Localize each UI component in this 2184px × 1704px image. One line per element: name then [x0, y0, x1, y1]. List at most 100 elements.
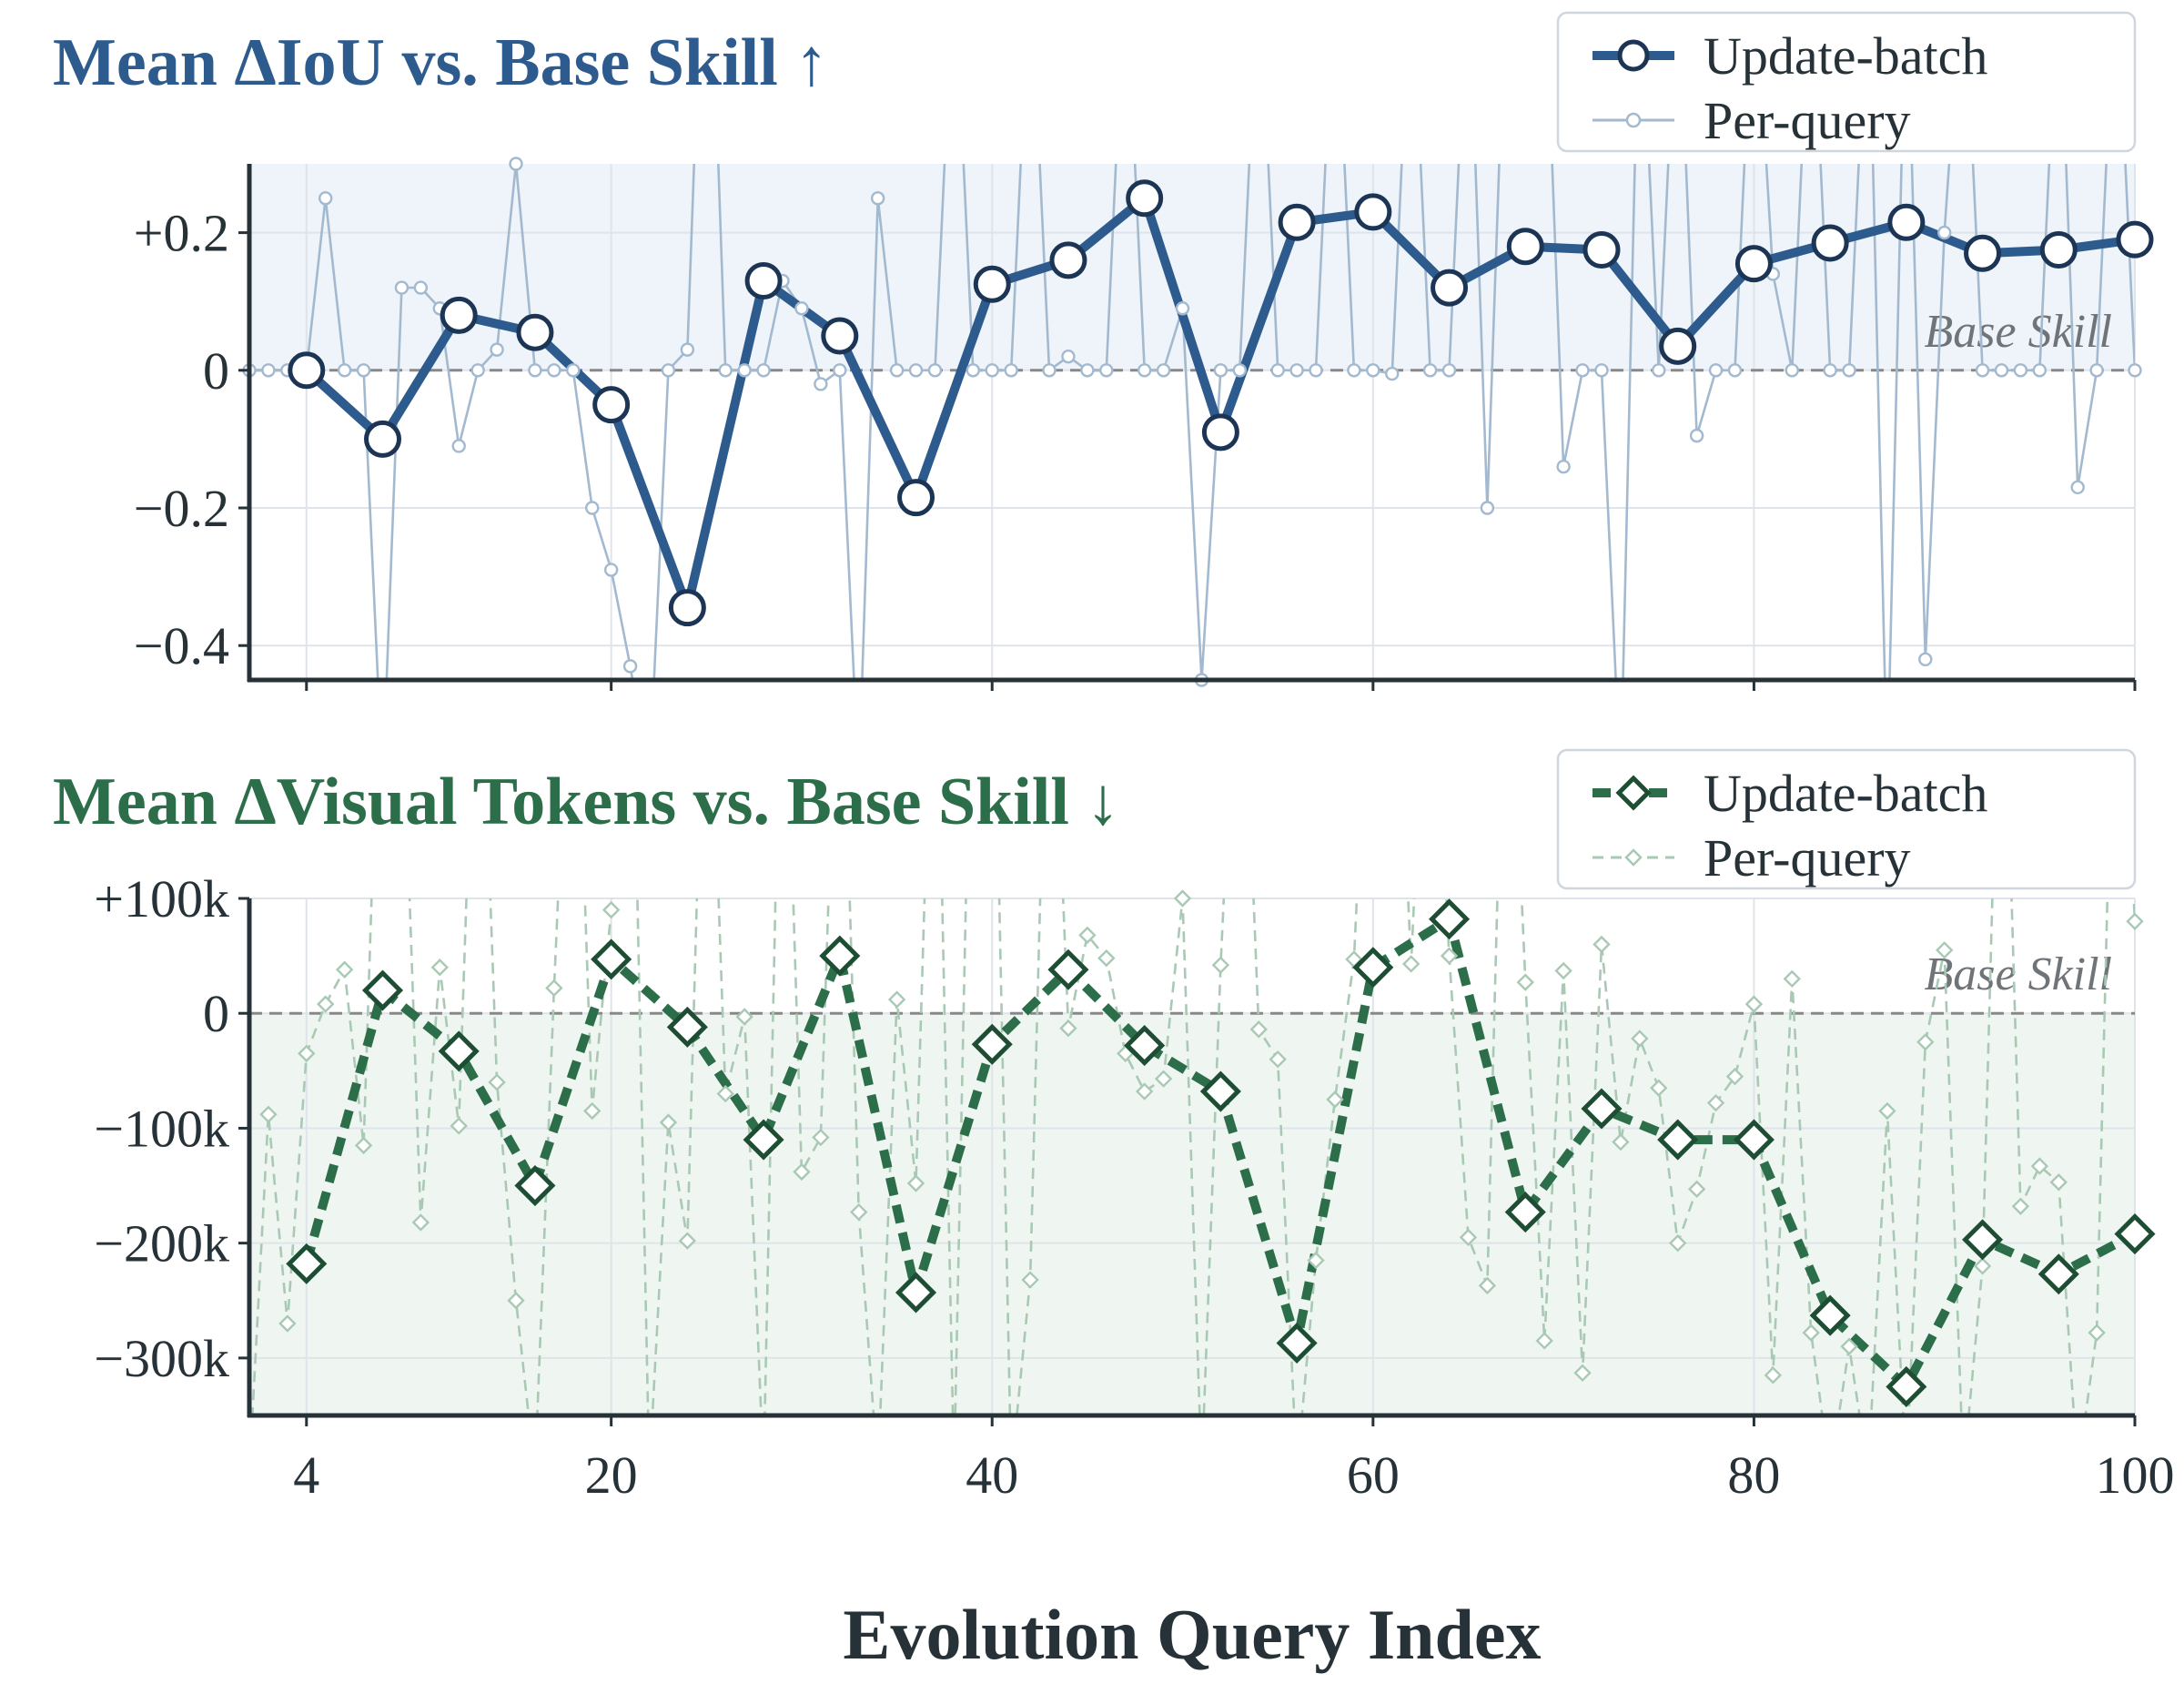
- top-per-query-point: [490, 342, 504, 357]
- top-update-batch-point: [744, 262, 783, 300]
- top-per-query-point: [1213, 363, 1228, 378]
- bot-update-batch-point: [1429, 898, 1471, 940]
- top-per-query-point: [1042, 363, 1057, 378]
- top-update-batch-point: [288, 351, 326, 390]
- bot-per-query-point: [1459, 1228, 1478, 1247]
- top-y-tick-label: 0: [203, 341, 229, 401]
- bot-per-query-point: [1631, 1030, 1649, 1048]
- bot-per-query-point: [1307, 1251, 1325, 1270]
- top-legend-marker-0: [1617, 39, 1650, 72]
- top-per-query-point: [1289, 363, 1304, 378]
- top-per-query-point: [261, 363, 276, 378]
- bot-per-query-point: [887, 990, 906, 1009]
- bot-update-batch-point: [819, 935, 861, 977]
- bot-per-query-point: [602, 900, 621, 919]
- top-per-query-point: [2032, 363, 2048, 378]
- top-per-query-point: [1594, 363, 1609, 378]
- top-per-query-point: [1823, 363, 1837, 378]
- top-per-query-point: [985, 363, 999, 378]
- bot-per-query-point: [545, 979, 563, 998]
- bot-update-batch-point: [591, 938, 632, 980]
- top-per-query-point: [2013, 363, 2028, 378]
- x-tick-label: 20: [585, 1445, 638, 1505]
- bot-per-query-point: [259, 1105, 278, 1123]
- bot-y-tick-label: +100k: [94, 869, 229, 928]
- iou-base-skill-label: Base Skill: [1924, 306, 2112, 358]
- bot-per-query-point: [1440, 947, 1459, 965]
- top-update-batch-point: [1126, 179, 1164, 218]
- bot-per-query-point: [317, 995, 335, 1013]
- iou-panel-title: Mean ΔIoU vs. Base Skill ↑: [53, 25, 828, 100]
- tokens-base-skill-label: Base Skill: [1924, 948, 2112, 1000]
- top-per-query-point: [1385, 366, 1400, 381]
- bot-per-query-point: [906, 1174, 925, 1192]
- bot-per-query-point: [1744, 995, 1764, 1013]
- top-update-batch-point: [1049, 241, 1087, 279]
- tokens-legend-box: [1556, 748, 2137, 890]
- iou-legend-label-per-query: Per-query: [1704, 91, 1911, 150]
- bot-update-batch-point: [1886, 1365, 1927, 1407]
- tokens-legend-label-update-batch: Update-batch: [1704, 764, 1987, 823]
- bot-per-query-point: [1535, 1332, 1553, 1350]
- top-update-batch-point: [364, 420, 402, 458]
- top-per-query-point: [1785, 363, 1799, 378]
- bot-update-batch-point: [1581, 1088, 1623, 1130]
- bot-per-query-point: [335, 960, 354, 979]
- bot-update-batch-point: [1504, 1192, 1546, 1233]
- top-update-batch-point: [516, 313, 554, 351]
- top-per-query-point: [566, 363, 581, 378]
- top-update-batch-point: [1354, 193, 1392, 231]
- iou-legend: Update-batch Per-query: [1556, 11, 2137, 153]
- bot-update-batch-point: [895, 1272, 937, 1314]
- top-per-query-point: [1099, 363, 1114, 378]
- bot-per-query-point: [1135, 1082, 1154, 1100]
- top-per-query-point: [1689, 428, 1704, 443]
- bot-per-query-point: [354, 1136, 373, 1155]
- top-per-query-point: [2089, 363, 2104, 378]
- top-update-batch-point: [1201, 413, 1239, 451]
- top-per-query-point: [1441, 363, 1457, 378]
- x-ticks: 4 20 40 60 80 100: [293, 1445, 2174, 1505]
- top-per-query-point: [1004, 363, 1018, 378]
- top-per-query-point: [470, 363, 485, 378]
- top-per-query-point: [1232, 363, 1248, 378]
- top-per-query-point: [966, 363, 981, 378]
- bot-per-query-point: [2049, 1173, 2068, 1192]
- bot-per-query-point: [1516, 973, 1534, 991]
- bot-per-query-point: [2011, 1197, 2030, 1215]
- top-per-query-point: [1727, 363, 1743, 378]
- top-update-batch-point: [1506, 228, 1544, 266]
- top-update-batch-point: [1887, 203, 1926, 241]
- bot-update-batch-point: [361, 969, 404, 1011]
- bot-update-batch-point: [971, 1023, 1013, 1065]
- bot-per-query-point: [812, 1128, 830, 1147]
- top-update-batch-point: [897, 479, 935, 517]
- top-per-query-point: [528, 363, 542, 378]
- bot-per-query-point: [1021, 1271, 1039, 1289]
- bot-legend-marker-1: [1624, 848, 1643, 867]
- x-tick-label: 40: [966, 1445, 1018, 1505]
- iou-panel: Base Skill −0.4 −0.2 0 +0.2 Mean ΔIoU vs. B…: [53, 11, 2154, 691]
- top-per-query-point: [585, 501, 600, 515]
- bot-update-batch-point: [1733, 1119, 1774, 1161]
- top-per-query-point: [1652, 363, 1666, 378]
- bot-y-tick-label: −100k: [94, 1099, 229, 1158]
- tokens-panel: Base Skill −300k −200k −100k 0 +100k 4 20 40 60…: [53, 748, 2175, 1505]
- top-update-batch-point: [2039, 231, 2078, 269]
- top-update-batch-point: [1964, 234, 2002, 272]
- bot-update-batch-point: [1199, 1070, 1241, 1112]
- bot-per-query-point: [1764, 1366, 1783, 1384]
- bot-legend-marker-0: [1615, 775, 1652, 811]
- top-update-batch-point: [1811, 224, 1849, 262]
- bot-per-query-point: [1878, 1101, 1896, 1121]
- top-per-query-point: [794, 301, 809, 316]
- top-per-query-point: [451, 439, 466, 453]
- top-per-query-point: [680, 342, 695, 357]
- top-update-batch-point: [440, 296, 478, 334]
- bot-per-query-point: [1725, 1067, 1744, 1086]
- x-axis-label: Evolution Query Index: [843, 1595, 1541, 1674]
- bot-update-batch-point: [1124, 1025, 1166, 1067]
- top-update-batch-point: [1734, 245, 1773, 283]
